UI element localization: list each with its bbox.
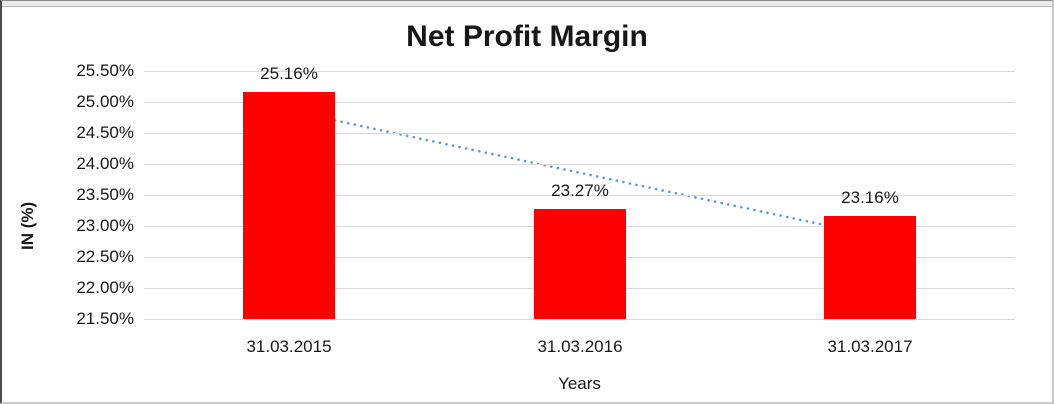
x-axis-title: Years	[558, 374, 601, 393]
bar[interactable]	[243, 92, 335, 319]
chart-title: Net Profit Margin	[406, 20, 648, 53]
top-edge-strip	[2, 1, 1052, 7]
y-tick-label: 25.00%	[76, 92, 134, 111]
bar-data-label: 23.27%	[551, 181, 609, 200]
bar[interactable]	[534, 209, 626, 319]
gridline	[144, 102, 1015, 103]
bar-data-label: 23.16%	[841, 188, 899, 207]
x-tick-label: 31.03.2017	[827, 337, 913, 356]
x-tick-label: 31.03.2015	[246, 337, 332, 356]
gridline	[144, 319, 1015, 320]
bar-data-label: 25.16%	[260, 64, 318, 83]
y-tick-label: 24.00%	[76, 154, 134, 173]
y-tick-label: 21.50%	[76, 309, 134, 328]
y-tick-label: 22.50%	[76, 247, 134, 266]
y-tick-label: 24.50%	[76, 123, 134, 142]
gridline	[144, 133, 1015, 134]
gridline	[144, 164, 1015, 165]
gridline	[144, 195, 1015, 196]
bar[interactable]	[824, 216, 916, 319]
y-tick-label: 23.00%	[76, 216, 134, 235]
y-tick-label: 25.50%	[76, 61, 134, 80]
y-tick-label: 23.50%	[76, 185, 134, 204]
gridline	[144, 71, 1015, 72]
y-tick-label: 22.00%	[76, 278, 134, 297]
y-axis-title-text: IN (%)	[18, 201, 37, 250]
x-tick-label: 31.03.2016	[537, 337, 623, 356]
